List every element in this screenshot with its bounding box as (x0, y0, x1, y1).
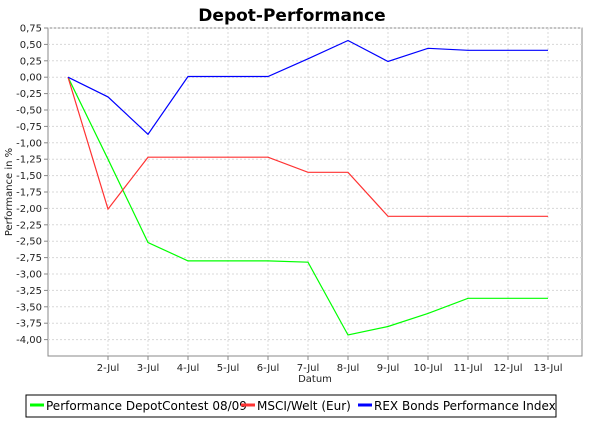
x-tick-label: 7-Jul (297, 363, 320, 374)
x-tick-label: 2-Jul (97, 363, 120, 374)
y-tick-label: -1,50 (16, 171, 42, 182)
series-line-1 (67, 76, 548, 336)
series-lines (67, 39, 548, 336)
y-tick-label: -0,25 (16, 89, 42, 100)
x-tick-label: 5-Jul (217, 363, 240, 374)
y-tick-label: 0,50 (20, 40, 42, 51)
series-line-3 (67, 39, 548, 136)
y-tick-label: 0,75 (20, 24, 42, 35)
y-tick-label: -1,25 (16, 155, 42, 166)
y-tick-label: -3,00 (16, 270, 42, 281)
x-tick-label: 12-Jul (494, 363, 523, 374)
x-axis-title: Datum (298, 374, 332, 385)
y-axis-title: Performance in % (4, 148, 15, 236)
y-tick-label: -3,50 (16, 302, 42, 313)
y-tick-label: -2,25 (16, 220, 42, 231)
y-tick-label: -3,75 (16, 319, 42, 330)
legend-label-1: Performance DepotContest 08/09 (46, 399, 247, 413)
y-axis: 0,75 0,50 0,25 0,00 -0,25 -0,50 -0,75 -1,00 -1,2… (16, 24, 48, 346)
x-tick-label: 8-Jul (337, 363, 360, 374)
y-tick-label: -2,50 (16, 237, 42, 248)
y-tick-label: -2,75 (16, 253, 42, 264)
x-tick-label: 11-Jul (454, 363, 483, 374)
legend-label-3: REX Bonds Performance Index (374, 399, 556, 413)
y-tick-label: -2,00 (16, 204, 42, 215)
y-tick-label: -4,00 (16, 335, 42, 346)
series-line-2 (67, 77, 548, 217)
legend-box (25, 394, 557, 418)
y-tick-label: 0,25 (20, 56, 42, 67)
x-tick-label: 10-Jul (414, 363, 443, 374)
x-tick-label: 13-Jul (534, 363, 563, 374)
legend-label-2: MSCI/Welt (Eur) (257, 399, 351, 413)
grid-lines (48, 27, 582, 356)
x-axis: 2-Jul 3-Jul 4-Jul 5-Jul 6-Jul 7-Jul 8-Jul 9-Jul… (97, 356, 563, 374)
legend: Performance DepotContest 08/09 MSCI/Welt … (25, 394, 557, 418)
x-tick-label: 3-Jul (137, 363, 160, 374)
y-tick-label: -1,00 (16, 138, 42, 149)
y-tick-label: -1,75 (16, 188, 42, 199)
x-tick-label: 9-Jul (377, 363, 400, 374)
y-tick-label: 0,00 (20, 73, 42, 84)
y-tick-label: -0,75 (16, 122, 42, 133)
y-tick-label: -3,25 (16, 286, 42, 297)
chart-title: Depot-Performance (198, 6, 385, 26)
x-tick-label: 6-Jul (257, 363, 280, 374)
x-tick-label: 4-Jul (177, 363, 200, 374)
y-tick-label: -0,50 (16, 106, 42, 117)
